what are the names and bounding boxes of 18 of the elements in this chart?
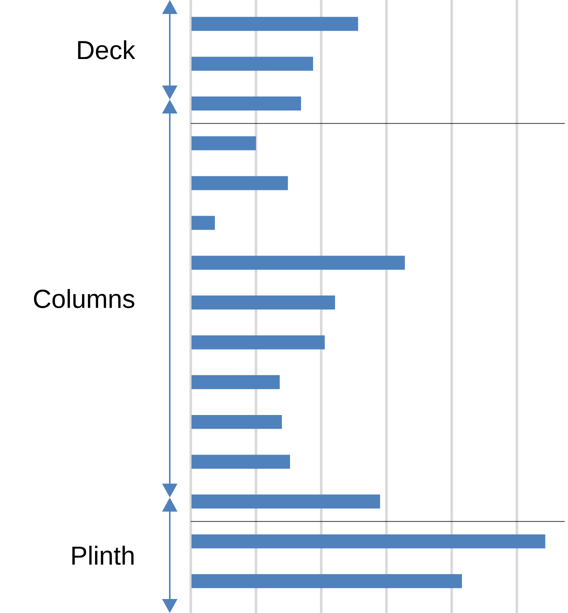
bar xyxy=(190,176,288,190)
bar xyxy=(190,216,215,230)
text: Deck xyxy=(78,40,136,60)
bar xyxy=(190,96,302,110)
bar xyxy=(190,534,546,548)
text: Columns xyxy=(34,289,134,308)
bar xyxy=(190,256,405,270)
bar xyxy=(190,335,325,350)
bar xyxy=(190,56,314,71)
bar xyxy=(190,16,358,31)
bar xyxy=(190,454,290,469)
text: Plinth xyxy=(72,546,134,565)
bar xyxy=(190,296,336,310)
bar xyxy=(190,574,462,588)
bar xyxy=(190,494,380,509)
bar xyxy=(190,375,280,390)
bar xyxy=(190,414,282,429)
bar xyxy=(190,136,256,150)
